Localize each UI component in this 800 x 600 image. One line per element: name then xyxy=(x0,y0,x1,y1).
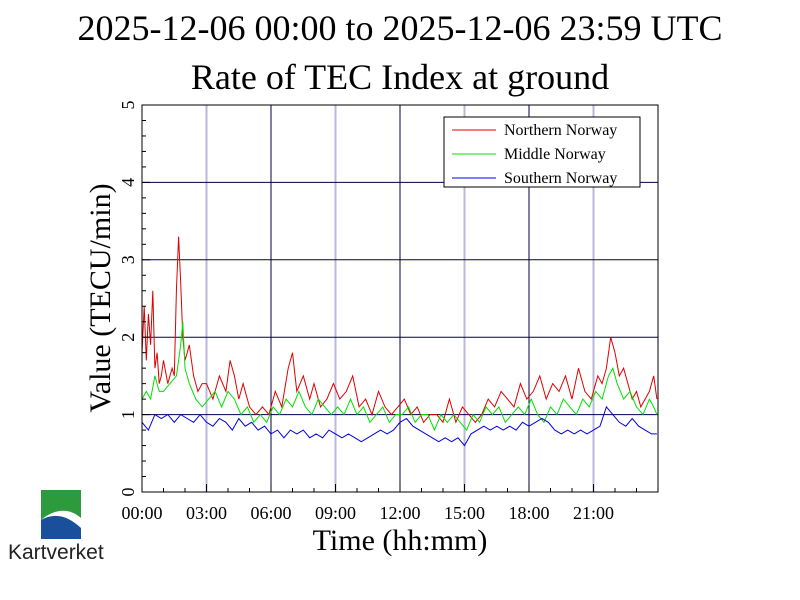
x-tick-label: 03:00 xyxy=(186,503,227,523)
y-tick-label: 4 xyxy=(118,178,138,187)
x-axis-label: Time (hh:mm) xyxy=(313,524,488,557)
chart-subtitle: Rate of TEC Index at ground xyxy=(190,57,610,97)
logo-text: Kartverket xyxy=(8,541,104,564)
y-tick-label: 0 xyxy=(118,488,138,497)
axes: 0 1 2 3 4 5 00:00 03:00 06:00 09:00 12:00 15:00 18:0… xyxy=(118,101,659,523)
x-tick-label: 12:00 xyxy=(379,503,420,523)
y-tick-label: 1 xyxy=(118,410,138,419)
legend-box xyxy=(443,116,641,188)
y-tick-label: 3 xyxy=(118,255,138,264)
series-line-middle-norway xyxy=(141,321,658,432)
x-tick-label: 15:00 xyxy=(444,503,485,523)
y-tick-label: 2 xyxy=(118,333,138,342)
chart-title: 2025-12-06 00:00 to 2025-12-06 23:59 UTC xyxy=(77,8,723,48)
x-tick-label: 00:00 xyxy=(121,503,162,523)
x-tick-label: 21:00 xyxy=(573,503,614,523)
kartverket-logo-icon xyxy=(41,490,81,539)
y-tick-label: 5 xyxy=(118,101,138,110)
x-tick-label: 18:00 xyxy=(508,503,549,523)
x-tick-label: 09:00 xyxy=(315,503,356,523)
series-line-northern-norway xyxy=(141,236,658,424)
x-tick-label: 06:00 xyxy=(250,503,291,523)
legend-label: Southern Norway xyxy=(504,170,617,187)
legend-label: Northern Norway xyxy=(504,122,617,139)
y-axis-label: Value (TECU/min) xyxy=(84,183,117,412)
series-line-southern-norway xyxy=(141,405,657,447)
series-lines xyxy=(141,236,658,447)
legend-label: Middle Norway xyxy=(504,146,606,163)
legend: Northern Norway Middle Norway Southern Nor… xyxy=(443,116,641,188)
